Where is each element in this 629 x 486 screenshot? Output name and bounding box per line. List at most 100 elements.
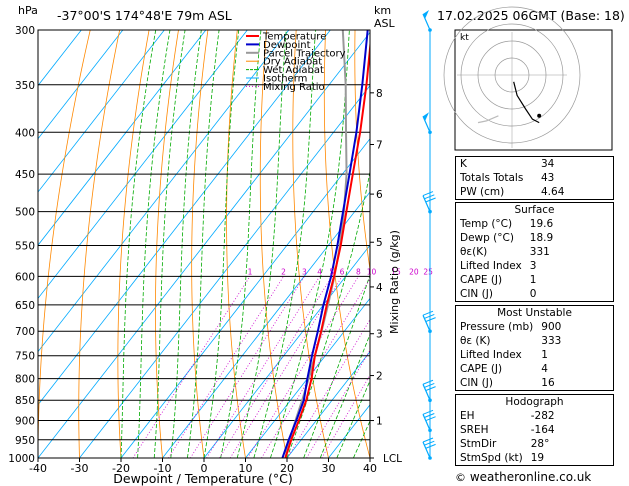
isotherm-line <box>38 30 82 87</box>
wind-barb-feather <box>424 440 435 446</box>
mixing-ratio-label: 3 <box>302 267 307 276</box>
footer: © weatheronline.co.uk <box>455 470 591 484</box>
wind-barb-feather <box>422 409 434 415</box>
index-row: SREH -164 <box>456 423 603 437</box>
wet-adiabat-line <box>203 30 240 458</box>
dry-adiabat-line <box>191 30 209 458</box>
wind-barb-staff <box>422 314 431 332</box>
isotherm-line <box>38 30 331 406</box>
legend-label: Mixing Ratio <box>263 82 325 93</box>
wind-barb-feather <box>424 194 435 200</box>
index-label: Temp (°C) <box>460 218 513 230</box>
pressure-tick-label: 750 <box>15 351 35 363</box>
index-value: 4 <box>541 363 548 375</box>
pressure-tick-label: 800 <box>15 374 35 386</box>
pressure-tick-label: 950 <box>15 435 35 447</box>
index-label: Lifted Index <box>460 260 522 272</box>
index-label: K <box>460 158 467 170</box>
isotherm-line <box>38 31 370 458</box>
index-value: 34 <box>541 158 555 170</box>
hodograph-box: Hodograph EH -282 SREH -164 StmDir 28° StmSpd … <box>455 394 614 466</box>
dry-adiabat-line <box>78 30 121 458</box>
mixing-ratio-line <box>229 276 343 458</box>
mixing-ratio-label: 4 <box>317 267 322 276</box>
index-row: CAPE (J) 1 <box>456 273 602 287</box>
km-tick-label: 7 <box>376 139 383 151</box>
index-value: 4.64 <box>541 186 565 198</box>
pressure-tick-label: 400 <box>15 127 35 139</box>
mixing-ratio-labels: 1 2 3 4 5 6 8 10 15 20 25 <box>248 267 434 276</box>
pressure-tick-label: 450 <box>15 169 35 181</box>
index-label: θε(K) <box>460 246 488 258</box>
mixing-ratio-label: 1 <box>248 267 253 276</box>
wind-barb-feather <box>422 437 434 443</box>
index-row: Lifted Index 3 <box>456 259 602 273</box>
mixing-ratio-label: 25 <box>423 267 433 276</box>
wind-barb-feather <box>422 379 434 385</box>
index-label: Dewp (°C) <box>460 232 514 244</box>
wind-barb-feather <box>425 386 436 392</box>
index-row: θε(K) 331 <box>456 245 602 259</box>
x-tick-label: 20 <box>280 462 294 475</box>
x-tick-label: 40 <box>363 462 377 475</box>
mixing-ratio-line <box>247 276 359 458</box>
legend-label: Parcel Trajectory <box>263 48 346 59</box>
wet-adiabat-line <box>336 379 370 458</box>
mixing-ratio-label: 6 <box>340 267 345 276</box>
isotherm-line <box>38 30 290 353</box>
index-row: Pressure (mb) 900 <box>456 320 613 334</box>
km-tick-label: 5 <box>376 237 383 249</box>
legend-label: Dry Adiabat <box>263 57 322 68</box>
isotherm-line <box>38 30 207 246</box>
wind-barb-feather <box>422 191 434 197</box>
dry-adiabat-line <box>38 30 91 458</box>
index-value: 19.6 <box>529 218 554 230</box>
hodograph-storm-motion <box>537 113 542 118</box>
index-row: Lifted Index 1 <box>456 348 613 362</box>
mixing-ratio-line <box>206 276 320 458</box>
km-tick-label: 8 <box>376 88 383 100</box>
pressure-axis: 300 350 400 450 500 550 600 650 700 750 800 850 900 9… <box>8 25 35 465</box>
x-tick-label: 0 <box>201 462 208 475</box>
surface-title: Surface <box>514 204 555 216</box>
isotherm-line <box>38 30 124 140</box>
dry-adiabat-line <box>155 30 179 458</box>
legend-label: Dewpoint <box>263 40 311 51</box>
index-label: Totals Totals <box>460 172 524 184</box>
x-tick-label: 30 <box>322 462 336 475</box>
dry-adiabat-line <box>117 30 150 458</box>
x-axis-label: Dewpoint / Temperature (°C) <box>113 471 292 486</box>
index-row: Totals Totals 43 <box>456 171 614 185</box>
pressure-tick-label: 650 <box>15 300 35 312</box>
hodograph-title: Hodograph <box>505 396 564 408</box>
index-row: CAPE (J) 4 <box>456 362 613 376</box>
km-label: km <box>374 4 391 17</box>
datetime-title: 17.02.2025 06GMT (Base: 18) <box>437 8 625 23</box>
index-value: 333 <box>541 335 562 347</box>
pressure-tick-label: 850 <box>15 395 35 407</box>
km-tick-label: 1 <box>376 416 383 428</box>
index-row: PW (cm) 4.64 <box>456 185 614 200</box>
temperature-axis: -40 -30 -20 -10 0 10 20 30 40 <box>29 458 377 475</box>
isotherm-line <box>79 84 370 458</box>
isotherm-line <box>38 30 248 300</box>
index-value: 43 <box>541 172 555 184</box>
most-unstable-box: Most Unstable Pressure (mb) 900 θε (K) 333 L… <box>455 305 614 391</box>
index-row: CIN (J) 0 <box>456 287 602 301</box>
index-label: PW (cm) <box>460 186 505 198</box>
x-tick-label: -10 <box>154 462 172 475</box>
wind-barb-dot <box>428 398 432 403</box>
index-label: CAPE (J) <box>460 274 503 286</box>
index-value: 16 <box>541 377 555 389</box>
mixing-ratio-line <box>190 276 305 458</box>
wind-barb-feather <box>424 313 435 319</box>
index-label: StmSpd (kt) <box>460 452 523 464</box>
mixing-ratio-line <box>219 276 333 458</box>
mixing-ratio-line <box>261 278 370 458</box>
isotherm-line <box>286 350 370 458</box>
pressure-tick-label: 600 <box>15 271 35 283</box>
site-credit: weatheronline.co.uk <box>469 470 592 484</box>
wind-barb-feather <box>422 310 434 316</box>
isotherm-line <box>162 191 370 458</box>
